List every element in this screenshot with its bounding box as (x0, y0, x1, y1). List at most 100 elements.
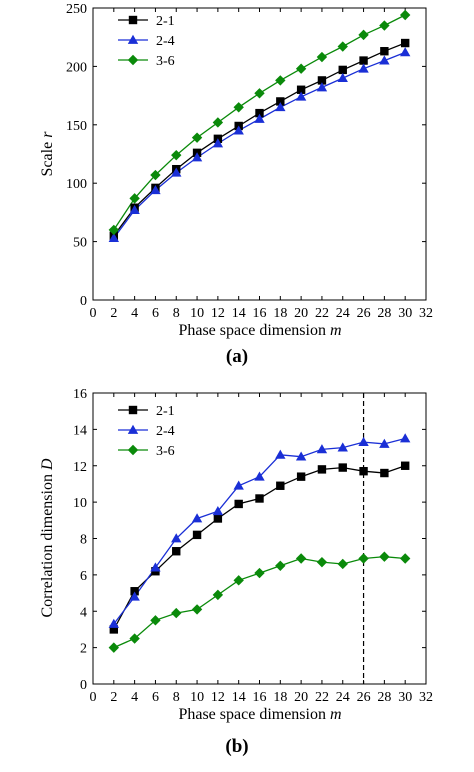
x-tick-label: 6 (152, 306, 159, 321)
data-point-2-4 (358, 436, 369, 447)
data-point-3-6 (379, 20, 390, 31)
data-point-3-6 (358, 29, 369, 41)
data-point-3-6 (295, 553, 307, 564)
series-line-2-1 (113, 465, 406, 630)
y-tick-label: 0 (80, 678, 87, 693)
data-point-3-6 (358, 553, 369, 564)
data-point-3-6 (191, 604, 203, 615)
x-tick-label: 20 (294, 690, 308, 705)
data-point-2-4 (337, 72, 348, 82)
x-tick-label: 32 (419, 306, 433, 321)
data-point-2-4 (399, 433, 411, 443)
y-tick-label: 100 (66, 177, 87, 192)
data-point-2-1 (255, 494, 264, 503)
y-tick-label: 200 (66, 60, 87, 75)
x-axis-title-b: Phase space dimension m (178, 706, 341, 723)
data-point-2-1 (109, 625, 119, 634)
data-point-2-4 (233, 125, 244, 135)
data-point-2-4 (212, 138, 224, 148)
data-point-3-6 (337, 558, 348, 570)
x-tick-label: 8 (173, 690, 180, 705)
x-tick-label: 4 (131, 690, 138, 705)
panel-label-a: (a) (226, 346, 248, 367)
data-point-3-6 (108, 642, 120, 653)
data-point-2-1 (338, 463, 347, 472)
data-point-3-6 (316, 51, 328, 63)
series-line-2-4 (113, 51, 406, 239)
x-tick-label: 0 (90, 306, 97, 321)
y-tick-label: 6 (80, 569, 87, 584)
data-point-2-1 (380, 47, 389, 56)
y-axis-title-a: Scale r (39, 131, 56, 177)
data-point-3-6 (379, 551, 390, 562)
data-point-2-4 (379, 438, 390, 448)
x-tick-label: 28 (377, 690, 391, 705)
data-point-2-1 (130, 587, 139, 596)
x-tick-label: 14 (232, 306, 246, 321)
x-tick-label: 0 (90, 690, 97, 705)
y-tick-label: 16 (73, 387, 87, 402)
data-point-2-1 (276, 481, 285, 490)
legend-marker-2-4 (127, 424, 139, 434)
data-point-3-6 (399, 553, 411, 564)
data-point-2-4 (171, 167, 182, 177)
data-point-2-4 (150, 562, 161, 572)
data-point-3-6 (233, 102, 244, 113)
data-point-2-4 (150, 185, 161, 195)
x-tick-label: 18 (273, 306, 287, 321)
data-point-3-6 (129, 633, 140, 644)
tick-labels-a: 0 2 4 6 8 10 12 14 16 18 20 22 24 26 28 30 3205010015020… (66, 2, 433, 321)
data-point-3-6 (150, 169, 161, 181)
data-point-3-6 (254, 88, 265, 99)
data-point-2-4 (108, 618, 120, 628)
data-point-2-4 (358, 63, 369, 73)
x-tick-label: 26 (357, 690, 371, 705)
x-tick-label: 6 (152, 690, 159, 705)
series-markers-a (108, 9, 411, 242)
data-point-2-1 (400, 461, 410, 470)
x-tick-label: 18 (273, 690, 287, 705)
x-tick-label: 24 (336, 690, 350, 705)
data-point-3-6 (233, 575, 244, 586)
data-point-2-1 (276, 97, 285, 106)
y-tick-label: 14 (73, 423, 87, 438)
data-point-2-4 (254, 113, 265, 123)
data-point-2-1 (296, 85, 306, 94)
x-tick-label: 4 (131, 306, 138, 321)
y-axis-title-b: Correlation dimension D (39, 458, 56, 618)
data-point-2-4 (212, 506, 224, 516)
x-tick-label: 28 (377, 306, 391, 321)
data-point-2-4 (379, 55, 390, 65)
data-point-2-4 (275, 102, 286, 112)
legend-label-3-6: 3-6 (156, 444, 175, 459)
data-point-2-4 (191, 513, 203, 523)
legend-marker-2-1 (128, 405, 138, 415)
x-tick-label: 14 (232, 690, 246, 705)
x-tick-label: 30 (398, 690, 412, 705)
x-tick-label: 10 (190, 306, 204, 321)
x-tick-label: 30 (398, 306, 412, 321)
chart-panel-b: 0 2 4 6 8 10 12 14 16 18 20 22 24 26 28 30 3202468101214… (39, 387, 433, 757)
data-point-2-1 (234, 499, 243, 509)
y-tick-label: 10 (73, 496, 87, 511)
data-point-2-1 (172, 547, 181, 556)
data-point-3-6 (275, 560, 286, 571)
data-point-2-1 (400, 38, 410, 48)
data-point-2-4 (254, 471, 265, 481)
x-tick-label: 2 (110, 690, 117, 705)
x-tick-label: 12 (211, 306, 225, 321)
y-tick-label: 50 (73, 236, 87, 251)
legend-b: 2-1 2-4 3-6 (118, 404, 175, 459)
legend-label-2-4: 2-4 (156, 34, 175, 49)
legend-label-2-1: 2-1 (156, 404, 175, 419)
y-tick-label: 250 (66, 2, 87, 17)
x-tick-label: 20 (294, 306, 308, 321)
data-point-3-6 (254, 567, 265, 579)
legend-marker-3-6 (127, 444, 139, 456)
data-point-3-6 (171, 607, 182, 619)
y-tick-label: 150 (66, 119, 87, 134)
x-tick-label: 2 (110, 306, 117, 321)
y-tick-label: 4 (80, 605, 87, 620)
data-point-3-6 (399, 9, 411, 21)
data-point-2-1 (317, 76, 327, 85)
